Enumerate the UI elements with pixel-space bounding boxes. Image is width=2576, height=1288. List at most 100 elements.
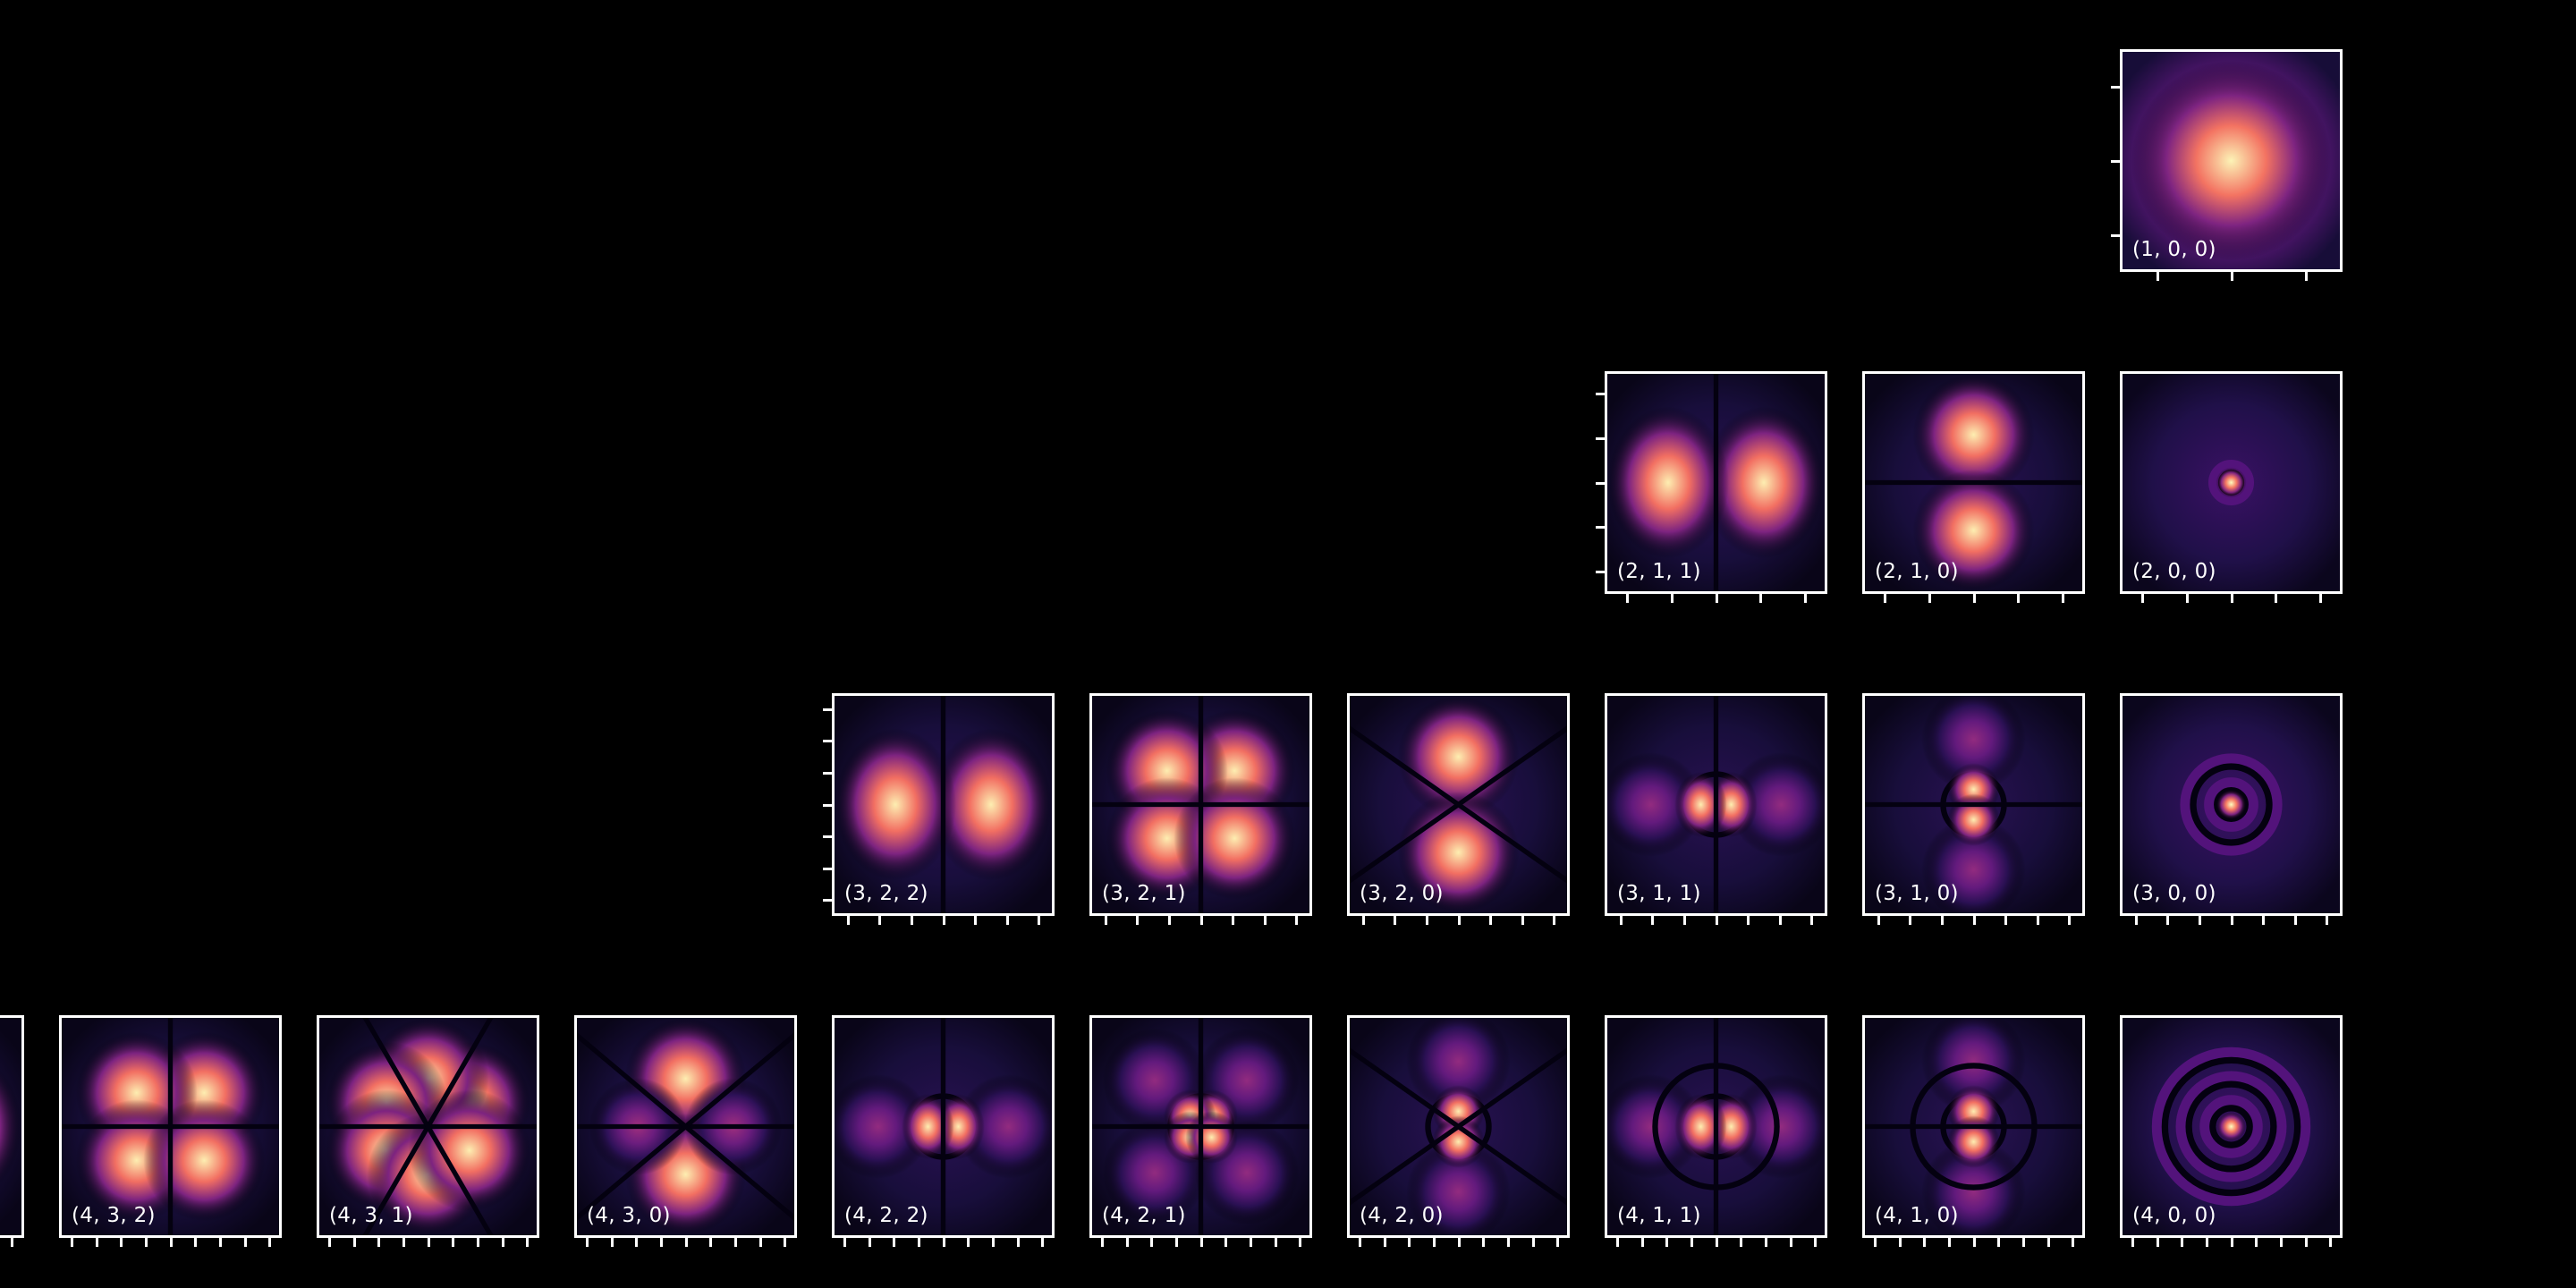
orbital-density-plot [2123, 1018, 2340, 1235]
x-axis-tick [2046, 1238, 2050, 1247]
orbital-panel: (4, 0, 0) [2120, 1015, 2343, 1238]
orbital-panel: (2, 1, 1) [1605, 371, 1827, 594]
x-axis-tick [1263, 916, 1267, 925]
x-axis-tick [1425, 916, 1428, 925]
x-axis-tick [2230, 594, 2233, 603]
x-axis-tick [2230, 916, 2233, 925]
orbital-density-plot [1350, 1018, 1567, 1235]
x-axis-tick [846, 916, 850, 925]
radial-shell [2199, 1095, 2263, 1158]
x-axis-tick [402, 1238, 405, 1247]
x-axis-tick [2017, 594, 2021, 603]
x-axis-tick [1947, 1238, 1951, 1247]
x-axis-tick [1506, 1238, 1510, 1247]
quantum-numbers-label: (4, 3, 1) [329, 1204, 413, 1227]
orbital-density-plot [319, 1018, 537, 1235]
x-axis-tick [2230, 272, 2233, 281]
x-axis-tick [2021, 1238, 2025, 1247]
x-axis-tick [95, 1238, 98, 1247]
x-axis-tick [2304, 1238, 2308, 1247]
orbital-panel: (4, 2, 1) [1089, 1015, 1312, 1238]
x-axis-tick [684, 1238, 688, 1247]
orbital-lobe [1729, 752, 1825, 857]
x-axis-tick [1383, 1238, 1386, 1247]
radial-shell [2180, 753, 2283, 856]
x-axis-tick [2198, 916, 2201, 925]
x-axis-tick [1295, 916, 1299, 925]
orbital-density-plot [2123, 52, 2340, 269]
x-axis-tick [1810, 916, 1814, 925]
orbital-panel: (3, 2, 2) [832, 693, 1055, 916]
x-axis-tick [1690, 1238, 1693, 1247]
quantum-numbers-label: (2, 1, 0) [1875, 560, 1959, 583]
x-axis-tick [1665, 1238, 1669, 1247]
orbital-lobe [1674, 1094, 1727, 1159]
x-axis-tick [2185, 594, 2189, 603]
quantum-numbers-label: (2, 1, 1) [1617, 560, 1701, 583]
y-axis-tick [823, 803, 832, 807]
x-axis-tick [1640, 1238, 1644, 1247]
orbital-lobe [835, 728, 957, 881]
quantum-numbers-label: (4, 3, 2) [72, 1204, 156, 1227]
x-axis-tick [1136, 916, 1140, 925]
x-axis-tick [1789, 1238, 1792, 1247]
x-axis-tick [1408, 1238, 1411, 1247]
x-axis-tick [169, 1238, 173, 1247]
x-axis-tick [733, 1238, 737, 1247]
orbital-lobe [902, 1094, 954, 1159]
x-axis-tick [1909, 916, 1912, 925]
orbital-density-plot [62, 1018, 279, 1235]
y-axis-tick [823, 740, 832, 743]
x-axis-tick [452, 1238, 455, 1247]
radial-node [2190, 763, 2273, 846]
x-axis-tick [1104, 916, 1107, 925]
orbital-panel: (4, 3, 1) [317, 1015, 539, 1238]
y-axis-tick [823, 867, 832, 870]
orbital-lobe [2216, 789, 2247, 820]
orbital-density-plot [2123, 374, 2340, 591]
x-axis-tick [1883, 594, 1886, 603]
quantum-numbers-label: (3, 2, 0) [1360, 882, 1444, 905]
x-axis-tick [1619, 916, 1623, 925]
orbital-lobe [1406, 1140, 1511, 1235]
quantum-numbers-label: (2, 0, 0) [2132, 560, 2216, 583]
x-axis-tick [1489, 916, 1493, 925]
orbital-panel: (4, 1, 0) [1862, 1015, 2085, 1238]
orbital-lobe [1674, 772, 1727, 837]
radial-node [2185, 1080, 2277, 1173]
orbital-lobe [1397, 791, 1520, 913]
x-axis-tick [243, 1238, 247, 1247]
x-axis-tick [476, 1238, 479, 1247]
quantum-numbers-label: (3, 2, 2) [844, 882, 928, 905]
orbital-panel: (2, 1, 0) [1862, 371, 2085, 594]
orbital-lobe [1912, 469, 2035, 591]
orbital-lobe [2131, 60, 2332, 261]
y-axis-tick [2111, 159, 2120, 163]
x-axis-tick [1125, 1238, 1129, 1247]
x-axis-tick [1747, 916, 1750, 925]
x-axis-tick [501, 1238, 504, 1247]
x-axis-tick [268, 1238, 272, 1247]
x-axis-tick [1167, 916, 1171, 925]
orbital-lobe [143, 1099, 266, 1222]
x-axis-tick [70, 1238, 73, 1247]
x-axis-tick [194, 1238, 198, 1247]
orbital-lobe [1947, 1115, 2000, 1168]
x-axis-tick [526, 1238, 530, 1247]
orbital-panel: (3, 1, 0) [1862, 693, 2085, 916]
x-axis-tick [2230, 1238, 2233, 1247]
orbital-panel: (3, 2, 1) [1089, 693, 1312, 916]
x-axis-tick [2140, 594, 2144, 603]
x-axis-tick [635, 1238, 639, 1247]
x-axis-tick [2134, 916, 2138, 925]
x-axis-tick [2304, 272, 2308, 281]
x-axis-tick [1715, 594, 1718, 603]
quantum-numbers-label: (1, 0, 0) [2132, 238, 2216, 261]
x-axis-tick [2068, 916, 2072, 925]
orbital-lobe [408, 1089, 530, 1212]
x-axis-tick [1814, 1238, 1818, 1247]
x-axis-tick [1394, 916, 1397, 925]
orbital-lobe [2216, 467, 2247, 498]
x-axis-tick [878, 916, 882, 925]
x-axis-tick [2156, 1238, 2159, 1247]
